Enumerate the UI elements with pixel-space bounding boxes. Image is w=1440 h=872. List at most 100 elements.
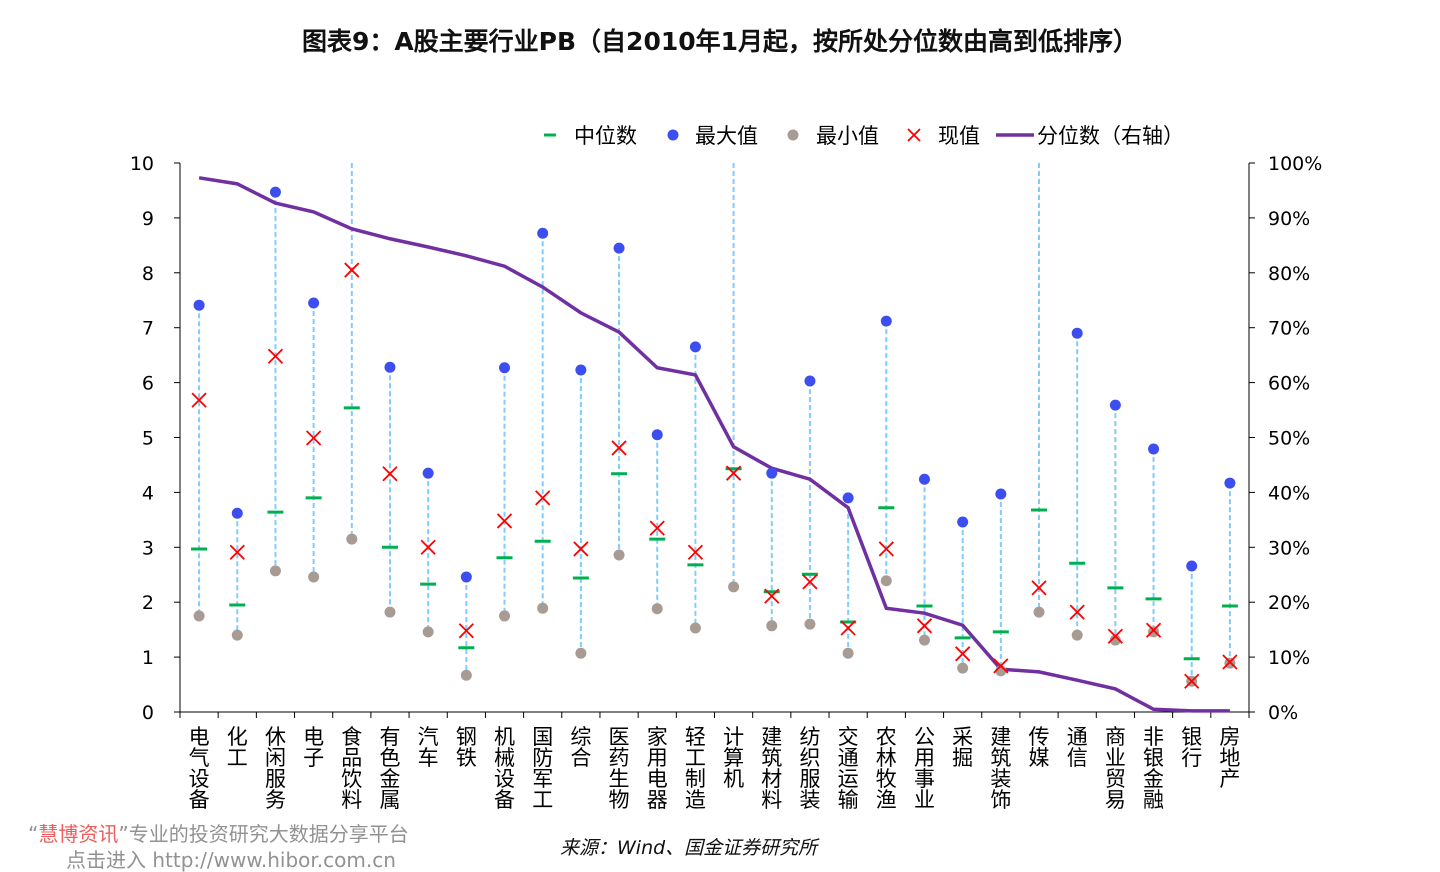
watermark: “慧博资讯”专业的投资研究大数据分享平台 xyxy=(28,822,409,846)
x-tick-label: 物 xyxy=(609,788,630,812)
watermark-link[interactable]: 点击进入 http://www.hibor.com.cn xyxy=(66,848,396,872)
min-point xyxy=(842,647,854,659)
x-tick-label: 国 xyxy=(532,725,553,749)
min-point xyxy=(384,606,396,618)
current-mark xyxy=(344,262,360,278)
x-tick-label: 渔 xyxy=(876,788,897,812)
x-tick-label: 纺 xyxy=(799,725,820,749)
min-point xyxy=(499,610,511,622)
x-tick-label: 械 xyxy=(494,746,515,770)
x-tick-label: 合 xyxy=(570,746,591,770)
max-point xyxy=(804,375,816,387)
y-left-tick-label: 0 xyxy=(142,702,154,724)
x-tick-label: 金 xyxy=(379,767,400,791)
max-point xyxy=(231,507,243,519)
x-tick-label: 贸 xyxy=(1105,767,1126,791)
x-tick-label: 产 xyxy=(1219,767,1240,791)
x-tick-label: 金 xyxy=(1143,767,1164,791)
percentile-line xyxy=(198,176,1230,713)
current-mark xyxy=(1184,673,1200,689)
x-tick-label: 建 xyxy=(990,725,1011,749)
max-point xyxy=(1148,443,1160,455)
max-point xyxy=(918,473,930,485)
current-mark xyxy=(840,620,856,636)
max-point xyxy=(193,299,205,311)
max-point xyxy=(575,364,587,376)
x-tick-label: 药 xyxy=(609,746,630,770)
y-left-tick-label: 4 xyxy=(142,482,154,504)
x-tick-label: 织 xyxy=(799,746,820,770)
current-mark xyxy=(955,646,971,662)
min-point xyxy=(422,626,434,638)
y-left-tick-label: 2 xyxy=(142,592,154,614)
current-mark xyxy=(649,520,665,536)
max-point xyxy=(422,467,434,479)
max-point xyxy=(269,186,281,198)
x-tick-label: 业 xyxy=(914,788,935,812)
max-point xyxy=(384,361,396,373)
min-point xyxy=(689,622,701,634)
legend-current-label: 现值 xyxy=(938,124,980,148)
x-tick-label: 公 xyxy=(914,725,935,749)
max-point xyxy=(308,297,320,309)
y-right-tick-label: 90% xyxy=(1268,208,1310,230)
x-tick-label: 子 xyxy=(303,746,324,770)
x-tick-label: 通 xyxy=(838,746,859,770)
x-tick-label: 运 xyxy=(838,767,859,791)
current-mark xyxy=(687,544,704,560)
y-left-tick-label: 5 xyxy=(142,428,154,450)
y-left-tick-label: 6 xyxy=(142,373,154,395)
x-tick-label: 设 xyxy=(189,767,210,791)
x-tick-label: 装 xyxy=(990,767,1011,791)
min-point xyxy=(957,662,969,674)
x-tick-label: 交 xyxy=(838,725,859,749)
max-point xyxy=(1224,477,1236,489)
legend-percentile-label: 分位数（右轴） xyxy=(1037,124,1184,148)
watermark-brand: 慧博资讯 xyxy=(38,822,119,846)
current-mark xyxy=(420,539,436,555)
min-point xyxy=(728,581,740,593)
y-right-tick-label: 80% xyxy=(1268,263,1310,285)
legend-current-marker xyxy=(907,128,921,142)
current-mark xyxy=(916,618,933,634)
min-point xyxy=(1033,606,1045,618)
x-tick-label: 建 xyxy=(761,725,782,749)
x-tick-label: 钢 xyxy=(456,725,477,749)
max-point xyxy=(766,467,778,479)
current-mark xyxy=(725,465,742,481)
x-tick-label: 饰 xyxy=(990,788,1011,812)
current-mark xyxy=(878,541,894,557)
x-tick-label: 有 xyxy=(379,725,400,749)
current-mark xyxy=(1107,628,1124,644)
watermark-quote-close: ” xyxy=(118,822,129,846)
watermark-text: 专业的投资研究大数据分享平台 xyxy=(128,822,409,846)
x-tick-label: 事 xyxy=(914,767,935,791)
min-point xyxy=(193,610,205,622)
x-tick-label: 林 xyxy=(876,746,897,770)
max-point xyxy=(651,429,663,441)
x-tick-label: 气 xyxy=(189,746,210,770)
x-tick-label: 饮 xyxy=(341,767,362,791)
x-tick-label: 设 xyxy=(494,767,515,791)
x-tick-label: 筑 xyxy=(761,746,782,770)
y-left-tick-label: 3 xyxy=(142,537,154,559)
x-tick-label: 机 xyxy=(494,725,515,749)
x-tick-label: 备 xyxy=(494,788,515,812)
y-right-tick-label: 40% xyxy=(1268,482,1310,504)
x-tick-label: 融 xyxy=(1143,788,1164,812)
y-right-tick-label: 70% xyxy=(1268,318,1310,340)
x-tick-label: 工 xyxy=(532,788,553,812)
min-point xyxy=(804,618,816,630)
current-mark xyxy=(191,392,207,408)
x-tick-label: 机 xyxy=(723,767,744,791)
x-tick-label: 防 xyxy=(532,746,553,770)
x-tick-label: 造 xyxy=(685,788,706,812)
x-tick-label: 汽 xyxy=(418,725,439,749)
x-tick-label: 休 xyxy=(265,725,286,749)
max-point xyxy=(1071,327,1083,339)
x-tick-label: 制 xyxy=(685,767,706,791)
x-tick-label: 工 xyxy=(685,746,706,770)
y-left-tick-label: 10 xyxy=(130,153,154,175)
min-point xyxy=(537,602,549,614)
